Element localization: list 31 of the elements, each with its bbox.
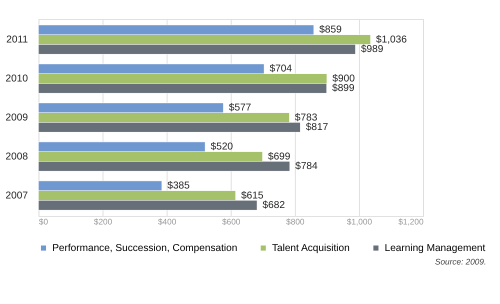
legend-label: Talent Acquisition [272, 242, 350, 254]
data-label: $577 [228, 102, 252, 114]
data-label: $1,036 [376, 34, 408, 46]
x-tick-label: $800 [286, 218, 305, 227]
y-tick-label: 2009 [6, 112, 28, 124]
data-label: $859 [319, 24, 342, 36]
data-label: $900 [332, 73, 356, 84]
data-label: $699 [268, 151, 291, 162]
y-tick-label: 2008 [6, 151, 28, 162]
x-tick-label: $600 [222, 218, 241, 227]
x-tick-label: $200 [94, 218, 113, 227]
data-label: $385 [167, 180, 190, 192]
x-tick-label: $1,000 [346, 218, 372, 227]
data-label: $899 [332, 83, 355, 94]
y-tick-label: 2011 [6, 34, 28, 46]
x-tick-label: $400 [158, 218, 177, 227]
x-tick-label: $0 [38, 218, 48, 227]
data-label: $682 [262, 200, 286, 212]
y-tick-label: 2007 [6, 190, 28, 202]
source-note: Source: 2009. [434, 258, 486, 267]
x-tick-label: $1,200 [398, 218, 424, 227]
data-label: $704 [270, 64, 292, 75]
data-label: $615 [241, 190, 264, 202]
data-label: $783 [294, 112, 318, 124]
legend-label: Performance, Succession, Compensation [52, 242, 238, 254]
legend-label: Learning Management [384, 242, 486, 254]
data-label: $989 [360, 44, 384, 56]
data-label: $817 [306, 122, 329, 134]
y-tick-label: 2010 [6, 73, 28, 84]
data-label: $520 [210, 142, 234, 153]
data-label: $784 [295, 161, 318, 172]
